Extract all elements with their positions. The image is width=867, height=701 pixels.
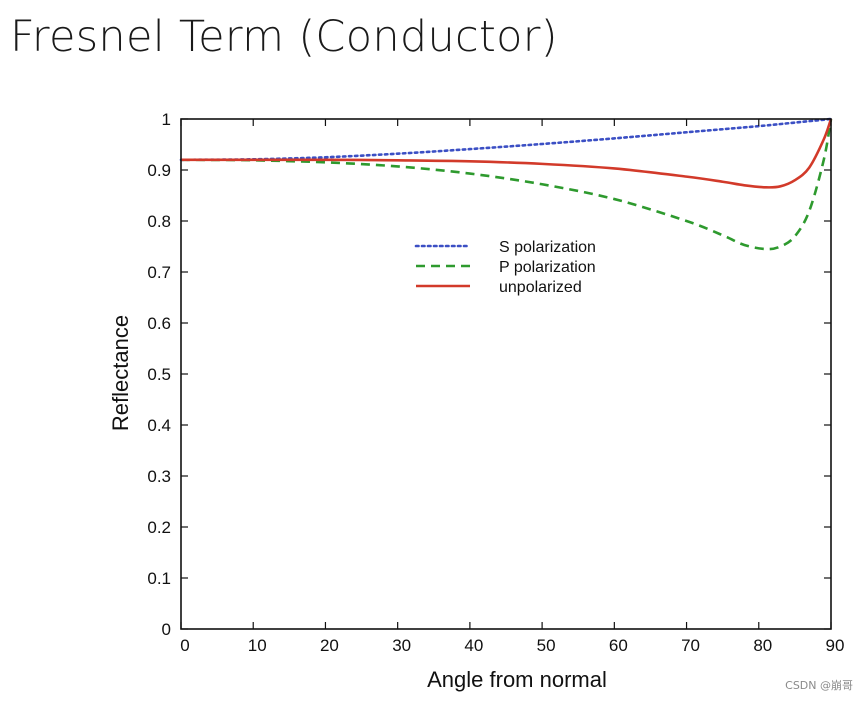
series-line-s-polarization bbox=[179, 117, 833, 162]
x-tick-label: 20 bbox=[320, 636, 339, 655]
ticks-layer: 00.10.20.30.40.50.60.70.80.910 10 20 30 40 50… bbox=[147, 110, 844, 655]
x-tick-label: 50 bbox=[537, 636, 556, 655]
legend-label-unpolarized: unpolarized bbox=[499, 279, 582, 296]
y-tick-label: 0 bbox=[162, 620, 171, 639]
series-line-unpolarized bbox=[181, 118, 833, 189]
y-tick-label: 0.5 bbox=[147, 365, 171, 384]
y-tick-label: 0.7 bbox=[147, 263, 171, 282]
x-tick-label: 40 bbox=[464, 636, 483, 655]
y-axis-title: Reflectance bbox=[108, 315, 133, 431]
x-tick-label: 10 bbox=[248, 636, 267, 655]
x-tick-label: 70 bbox=[681, 636, 700, 655]
legend-label-p-polarization: P polarization bbox=[499, 259, 596, 276]
y-tick-label: 0.3 bbox=[147, 467, 171, 486]
x-tick-label: 80 bbox=[753, 636, 772, 655]
x-tick-label: 60 bbox=[609, 636, 628, 655]
x-tick-label: 30 bbox=[392, 636, 411, 655]
y-tick-label: 0.2 bbox=[147, 518, 171, 537]
y-tick-label: 0.4 bbox=[147, 416, 171, 435]
y-tick-label: 0.8 bbox=[147, 212, 171, 231]
plot-frame bbox=[180, 118, 832, 630]
y-tick-label: 1 bbox=[162, 110, 171, 129]
y-tick-label: 0.1 bbox=[147, 569, 171, 588]
x-tick-label: 90 bbox=[826, 636, 845, 655]
legend-label-s-polarization: S polarization bbox=[499, 239, 596, 256]
series-line-p-polarization bbox=[180, 118, 833, 251]
axes-layer bbox=[180, 118, 832, 630]
watermark: CSDN @崩哥 bbox=[785, 679, 853, 692]
series-layer bbox=[179, 117, 833, 251]
legend: S polarization P polarization unpolarized bbox=[414, 239, 596, 296]
slide-title: Fresnel Term (Conductor) bbox=[10, 12, 558, 62]
y-tick-label: 0.6 bbox=[147, 314, 171, 333]
x-axis-title: Angle from normal bbox=[427, 667, 607, 692]
y-tick-label: 0.9 bbox=[147, 161, 171, 180]
x-tick-label: 0 bbox=[180, 636, 189, 655]
